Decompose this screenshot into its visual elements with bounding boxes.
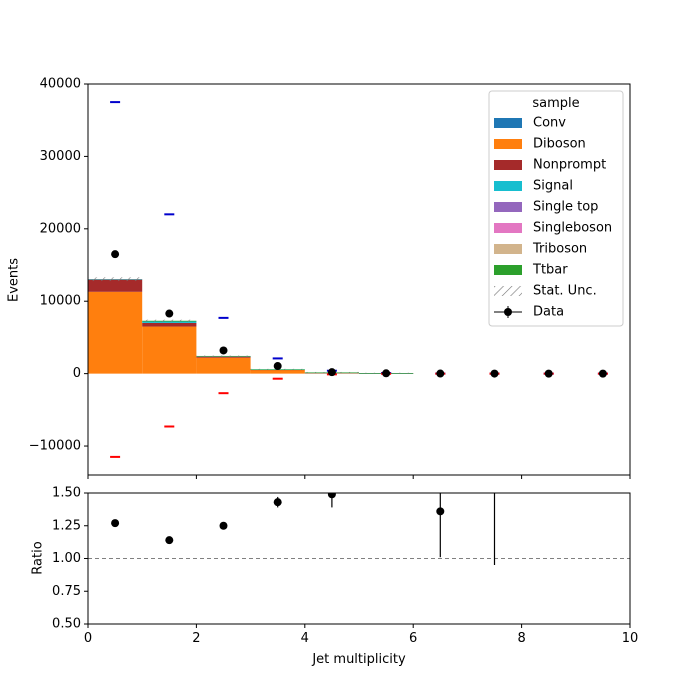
stat-unc-bin-0 bbox=[88, 277, 143, 282]
main-axes-frame bbox=[87, 83, 631, 476]
main-y-tick-label: 0 bbox=[73, 366, 81, 381]
ratio-x-tick-label: 8 bbox=[517, 631, 525, 646]
main-y-axis-label: Events bbox=[7, 258, 22, 302]
data-point-2 bbox=[219, 346, 228, 355]
data-points bbox=[110, 101, 608, 458]
ratio-point-3 bbox=[273, 496, 282, 508]
legend-swatch-conv bbox=[494, 118, 522, 128]
legend-label-triboson: Triboson bbox=[532, 242, 587, 257]
legend-swatch-singleboson bbox=[494, 223, 522, 233]
legend-title: sample bbox=[532, 96, 579, 111]
data-point-3 bbox=[273, 362, 282, 371]
ratio-y-tick-label: 1.00 bbox=[52, 551, 81, 566]
legend-label-singleboson: Singleboson bbox=[533, 221, 612, 236]
legend-swatch-data bbox=[494, 306, 522, 318]
ratio-point-0 bbox=[111, 519, 120, 528]
ratio-y-axis-label: Ratio bbox=[31, 541, 46, 574]
legend-label-single-top: Single top bbox=[533, 200, 598, 215]
main-y-tick-label: 40000 bbox=[40, 77, 81, 92]
ratio-x-tick-label: 6 bbox=[409, 631, 417, 646]
legend-swatch-diboson bbox=[494, 139, 522, 149]
ratio-x-tick-label: 0 bbox=[84, 631, 92, 646]
legend-label-diboson: Diboson bbox=[533, 137, 586, 152]
data-point-0 bbox=[111, 250, 120, 259]
stat-unc-bin-1 bbox=[142, 319, 197, 322]
legend-label-signal: Signal bbox=[533, 179, 573, 194]
data-point-9 bbox=[598, 369, 607, 378]
ratio-point-4 bbox=[327, 493, 336, 508]
main-y-tick-label: 10000 bbox=[40, 294, 81, 309]
bar-diboson-bin-1 bbox=[142, 326, 197, 374]
legend-swatch-signal bbox=[494, 181, 522, 191]
legend-items: Conv Diboson Nonprompt Signal Single top Sing… bbox=[494, 116, 612, 320]
data-point-8 bbox=[544, 369, 553, 378]
legend-swatch-ttbar bbox=[494, 265, 522, 275]
main-y-ticks: −10000 0 10000 20000 30000 40000 bbox=[29, 77, 88, 454]
legend-label-nonprompt: Nonprompt bbox=[533, 158, 606, 173]
ratio-point-1 bbox=[165, 536, 174, 545]
ratio-x-tick-label: 4 bbox=[301, 631, 309, 646]
ratio-axes-frame bbox=[87, 492, 631, 625]
ratio-point-2 bbox=[219, 521, 228, 530]
stacked-bars bbox=[88, 277, 414, 374]
data-point-1 bbox=[165, 309, 174, 318]
ratio-y-ticks: 0.50 0.75 1.00 1.25 1.50 bbox=[52, 486, 88, 632]
data-point-6 bbox=[436, 369, 445, 378]
ratio-y-tick-label: 0.75 bbox=[52, 584, 81, 599]
ratio-points bbox=[111, 493, 496, 566]
legend-swatch-stat-unc bbox=[494, 286, 522, 296]
main-panel: −10000 0 10000 20000 30000 40000 Events bbox=[7, 77, 631, 479]
bar-signal-bin-1 bbox=[142, 321, 197, 323]
bar-diboson-bin-0 bbox=[88, 291, 143, 374]
legend-swatch-single-top bbox=[494, 202, 522, 212]
ratio-y-tick-label: 1.50 bbox=[52, 486, 81, 501]
legend-swatch-nonprompt bbox=[494, 160, 522, 170]
bar-diboson-bin-3 bbox=[250, 370, 305, 374]
legend-swatch-triboson bbox=[494, 244, 522, 254]
ratio-x-tick-label: 10 bbox=[622, 631, 639, 646]
legend-frame bbox=[488, 90, 624, 327]
main-y-tick-label: 20000 bbox=[40, 221, 81, 236]
main-x-ticks bbox=[87, 475, 631, 479]
ratio-panel: 0.50 0.75 1.00 1.25 1.50 0 2 4 6 8 10 Ratio Jet m… bbox=[31, 486, 639, 668]
legend: sample Conv Diboson Nonprompt Signal Single … bbox=[488, 90, 624, 327]
x-axis-label: Jet multiplicity bbox=[311, 652, 406, 667]
legend-label-stat-unc: Stat. Unc. bbox=[533, 284, 597, 299]
main-y-tick-label: 30000 bbox=[40, 149, 81, 164]
bar-diboson-bin-2 bbox=[196, 357, 251, 374]
data-point-4 bbox=[327, 368, 336, 377]
bar-nonprompt-bin-2 bbox=[196, 356, 251, 358]
data-point-5 bbox=[382, 369, 391, 378]
bar-nonprompt-bin-0 bbox=[88, 279, 143, 292]
data-point-7 bbox=[490, 369, 499, 378]
legend-label-ttbar: Ttbar bbox=[532, 263, 568, 278]
ratio-point-5 bbox=[436, 493, 445, 558]
ratio-x-ticks: 0 2 4 6 8 10 bbox=[84, 624, 638, 646]
main-y-tick-label: −10000 bbox=[29, 439, 81, 454]
ratio-x-tick-label: 2 bbox=[192, 631, 200, 646]
ratio-point-6 bbox=[493, 493, 496, 566]
ratio-y-tick-label: 0.50 bbox=[52, 617, 81, 632]
stat-unc-bin-2 bbox=[196, 355, 251, 357]
legend-label-data: Data bbox=[533, 305, 564, 320]
ratio-y-tick-label: 1.25 bbox=[52, 518, 81, 533]
bar-nonprompt-bin-1 bbox=[142, 322, 197, 327]
legend-label-conv: Conv bbox=[533, 116, 566, 131]
